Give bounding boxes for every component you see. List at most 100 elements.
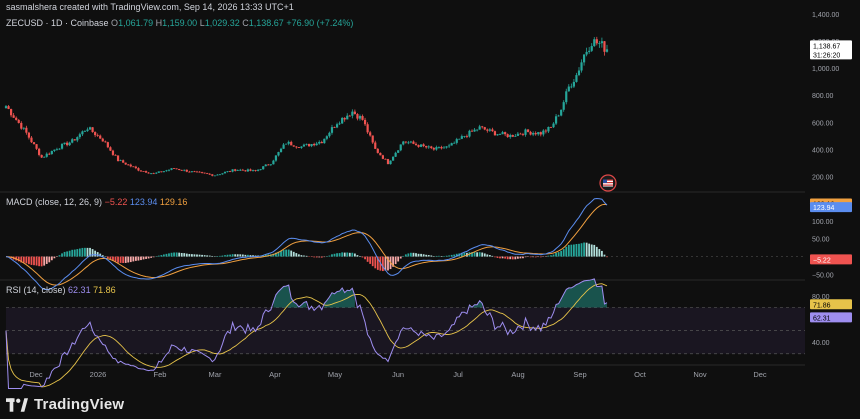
- candle: [399, 144, 402, 152]
- macd-hist-bar: [560, 250, 563, 257]
- candle: [244, 170, 247, 172]
- candle: [259, 168, 262, 171]
- macd-hist-bar: [198, 254, 201, 257]
- macd-hist-bar: [356, 255, 359, 257]
- candle: [55, 147, 59, 151]
- candle: [514, 133, 517, 137]
- macd-hist-bar: [63, 251, 66, 257]
- x-tick-label: Nov: [693, 370, 707, 379]
- candle: [297, 147, 300, 148]
- change-value: +76.90 (+7.24%): [286, 18, 354, 28]
- candle: [570, 83, 573, 89]
- macd-hist-bar: [463, 252, 466, 257]
- candle: [493, 130, 497, 136]
- candle: [524, 128, 527, 137]
- macd-hist-bar: [588, 243, 591, 257]
- candle: [295, 146, 298, 149]
- candle: [506, 133, 509, 138]
- candle: [374, 140, 377, 150]
- candle: [38, 147, 41, 157]
- candle: [81, 130, 84, 137]
- macd-hist-bar: [348, 252, 351, 257]
- macd-hist-bar: [234, 254, 237, 257]
- macd-hist-bar: [185, 253, 188, 257]
- candle: [544, 129, 547, 134]
- macd-hist-bar: [244, 254, 247, 257]
- macd-hist-bar: [183, 253, 186, 257]
- candle: [320, 140, 323, 144]
- macd-hist-bar: [81, 247, 84, 257]
- macd-tick-label: −50.00: [812, 272, 834, 279]
- candle: [346, 113, 349, 120]
- macd-hist-bar: [567, 245, 570, 257]
- macd-hist-bar: [450, 254, 453, 257]
- x-tick-label: Jul: [453, 370, 463, 379]
- macd-hist-bar: [427, 255, 430, 257]
- macd-hist-bar: [239, 254, 242, 257]
- macd-hist-bar: [562, 249, 565, 257]
- candle: [338, 121, 341, 126]
- macd-hist-bar: [114, 256, 117, 262]
- candle: [122, 159, 125, 163]
- candle: [318, 140, 321, 145]
- macd-hist-bar: [506, 256, 509, 260]
- macd-hist-bar: [35, 256, 38, 266]
- macd-hist-bar: [598, 249, 601, 257]
- macd-hist-bar: [453, 254, 456, 257]
- candle: [465, 134, 469, 139]
- macd-hist-bar: [221, 255, 224, 257]
- rsi-label[interactable]: RSI (14, close): [6, 285, 66, 295]
- price-tick-label: 400.00: [812, 147, 834, 154]
- candle: [565, 88, 568, 105]
- candle: [476, 129, 479, 132]
- candle: [142, 170, 145, 172]
- candle: [519, 132, 522, 135]
- candle: [440, 145, 443, 150]
- candle: [114, 154, 117, 156]
- candle: [78, 132, 81, 139]
- x-tick-label: Oct: [634, 370, 647, 379]
- candle: [458, 138, 461, 140]
- macd-signal-value: 129.16: [159, 197, 188, 207]
- candle: [185, 169, 188, 173]
- symbol-name[interactable]: ZECUSD · 1D · Coinbase: [6, 18, 109, 28]
- country-flag-icon[interactable]: [599, 174, 617, 192]
- macd-label[interactable]: MACD (close, 12, 26, 9): [6, 197, 103, 207]
- candle: [575, 72, 578, 83]
- macd-hist-bar: [109, 256, 112, 260]
- x-tick-label: Jun: [392, 370, 404, 379]
- macd-hist-bar: [277, 251, 280, 257]
- macd-hist-bar: [76, 249, 79, 257]
- candle: [302, 143, 306, 147]
- macd-hist-bar: [122, 256, 125, 264]
- macd-hist-bar: [483, 253, 486, 257]
- macd-hist-bar: [539, 256, 542, 258]
- macd-hist-bar: [534, 256, 537, 258]
- macd-hist-bar: [86, 247, 89, 257]
- svg-text:1,138.67: 1,138.67: [813, 43, 840, 50]
- candle: [160, 171, 163, 173]
- candle: [175, 168, 178, 170]
- candle: [547, 126, 550, 134]
- macd-hist-bar: [157, 255, 160, 257]
- candle: [582, 54, 586, 66]
- macd-hist-bar: [435, 255, 438, 257]
- macd-hist-bar: [547, 255, 550, 257]
- candle: [567, 84, 570, 92]
- candle: [277, 151, 280, 157]
- candle: [188, 170, 191, 173]
- candle: [290, 140, 293, 146]
- x-tick-label: Dec: [753, 370, 767, 379]
- macd-hist-bar: [448, 255, 451, 257]
- macd-hist-bar: [420, 253, 422, 257]
- candle: [585, 47, 588, 57]
- macd-hist-bar: [231, 254, 234, 257]
- macd-hist-bar: [40, 256, 43, 267]
- svg-text:123.94: 123.94: [813, 205, 835, 212]
- candle: [470, 129, 474, 132]
- macd-hist-bar: [61, 253, 63, 257]
- macd-hist-bar: [300, 255, 303, 257]
- candle: [356, 113, 359, 121]
- candle: [165, 169, 168, 172]
